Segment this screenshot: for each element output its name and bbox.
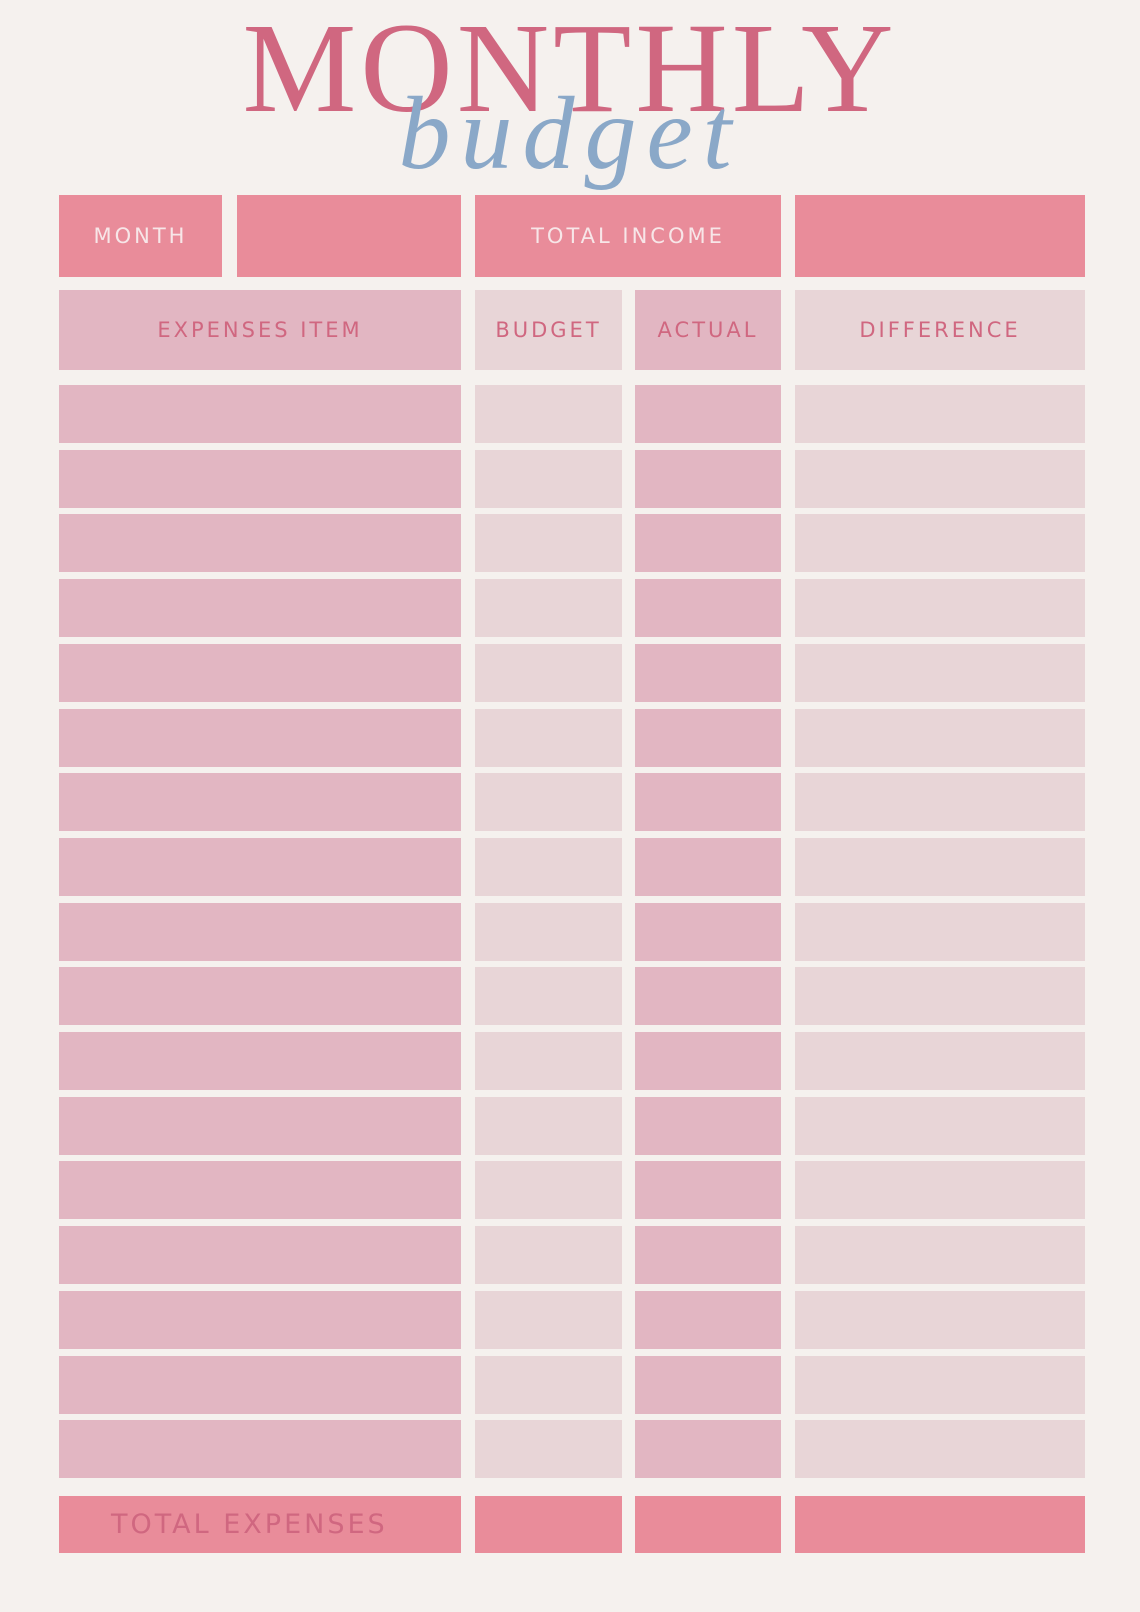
- entry-cell[interactable]: [475, 902, 622, 961]
- entry-cell[interactable]: [59, 1290, 461, 1349]
- entry-cell[interactable]: [635, 449, 781, 508]
- column-header: DIFFERENCE: [795, 290, 1085, 370]
- entry-cell[interactable]: [795, 514, 1085, 573]
- entry-cell[interactable]: [635, 773, 781, 832]
- entry-cell[interactable]: [635, 1161, 781, 1220]
- entry-cell[interactable]: [795, 1161, 1085, 1220]
- entry-cell[interactable]: [795, 837, 1085, 896]
- entry-cell[interactable]: [795, 643, 1085, 702]
- entry-cell[interactable]: [795, 967, 1085, 1026]
- entry-cell[interactable]: [475, 1226, 622, 1285]
- entry-cell[interactable]: [59, 967, 461, 1026]
- entry-cell[interactable]: [795, 1032, 1085, 1090]
- total-cell[interactable]: [475, 1496, 622, 1553]
- entry-cell[interactable]: [795, 579, 1085, 638]
- entry-cell[interactable]: [475, 1420, 622, 1479]
- entry-cell[interactable]: [59, 1420, 461, 1479]
- entry-cell[interactable]: [475, 708, 622, 767]
- entry-cell[interactable]: [635, 967, 781, 1026]
- income-label: TOTAL INCOME: [475, 195, 781, 277]
- entry-cell[interactable]: [475, 514, 622, 573]
- entry-cell[interactable]: [475, 1161, 622, 1220]
- entry-cell[interactable]: [59, 773, 461, 832]
- entry-cell[interactable]: [59, 1161, 461, 1220]
- entry-cell[interactable]: [795, 1226, 1085, 1285]
- entry-cell[interactable]: [635, 579, 781, 638]
- total-cell[interactable]: [635, 1496, 781, 1553]
- month-field[interactable]: [237, 195, 461, 277]
- subtitle: budget: [398, 76, 742, 191]
- entry-cell[interactable]: [635, 837, 781, 896]
- entry-cell[interactable]: [795, 1420, 1085, 1479]
- month-label: MONTH: [59, 195, 222, 277]
- entry-cell[interactable]: [795, 773, 1085, 832]
- entry-cell[interactable]: [635, 385, 781, 443]
- entry-cell[interactable]: [59, 1096, 461, 1155]
- entry-cell[interactable]: [59, 514, 461, 573]
- entry-cell[interactable]: [59, 1355, 461, 1414]
- entry-cell[interactable]: [795, 1096, 1085, 1155]
- entry-cell[interactable]: [475, 1290, 622, 1349]
- entry-cell[interactable]: [795, 449, 1085, 508]
- entry-cell[interactable]: [59, 837, 461, 896]
- entry-cell[interactable]: [59, 385, 461, 443]
- entry-cell[interactable]: [795, 902, 1085, 961]
- entry-cell[interactable]: [795, 385, 1085, 443]
- entry-cell[interactable]: [475, 643, 622, 702]
- entry-cell[interactable]: [59, 579, 461, 638]
- title: MONTHLY: [242, 0, 898, 139]
- entry-cell[interactable]: [59, 643, 461, 702]
- entry-cell[interactable]: [635, 708, 781, 767]
- entry-cell[interactable]: [635, 1226, 781, 1285]
- entry-cell[interactable]: [59, 902, 461, 961]
- total-label: TOTAL EXPENSES: [59, 1496, 461, 1553]
- entry-cell[interactable]: [59, 449, 461, 508]
- entry-cell[interactable]: [635, 643, 781, 702]
- entry-cell[interactable]: [635, 1290, 781, 1349]
- entry-cell[interactable]: [475, 1032, 622, 1090]
- entry-cell[interactable]: [635, 1420, 781, 1479]
- column-header: BUDGET: [475, 290, 622, 370]
- entry-cell[interactable]: [59, 708, 461, 767]
- entry-cell[interactable]: [475, 967, 622, 1026]
- entry-cell[interactable]: [635, 1096, 781, 1155]
- entry-cell[interactable]: [635, 1032, 781, 1090]
- entry-cell[interactable]: [59, 1226, 461, 1285]
- entry-cell[interactable]: [475, 385, 622, 443]
- income-field[interactable]: [795, 195, 1085, 277]
- entry-cell[interactable]: [475, 1096, 622, 1155]
- total-cell[interactable]: [795, 1496, 1085, 1553]
- entry-cell[interactable]: [635, 1355, 781, 1414]
- entry-cell[interactable]: [635, 514, 781, 573]
- entry-cell[interactable]: [795, 708, 1085, 767]
- column-header: EXPENSES ITEM: [59, 290, 461, 370]
- entry-cell[interactable]: [475, 449, 622, 508]
- entry-cell[interactable]: [59, 1032, 461, 1090]
- entry-cell[interactable]: [795, 1290, 1085, 1349]
- entry-cell[interactable]: [475, 837, 622, 896]
- column-header: ACTUAL: [635, 290, 781, 370]
- entry-cell[interactable]: [475, 773, 622, 832]
- entry-cell[interactable]: [475, 579, 622, 638]
- entry-cell[interactable]: [475, 1355, 622, 1414]
- entry-cell[interactable]: [635, 902, 781, 961]
- entry-cell[interactable]: [795, 1355, 1085, 1414]
